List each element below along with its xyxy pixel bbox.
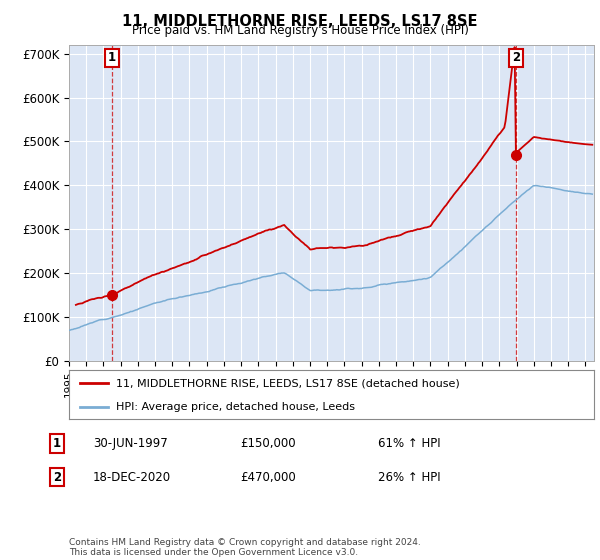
Text: 11, MIDDLETHORNE RISE, LEEDS, LS17 8SE: 11, MIDDLETHORNE RISE, LEEDS, LS17 8SE — [122, 14, 478, 29]
Text: 2: 2 — [53, 470, 61, 484]
Text: 18-DEC-2020: 18-DEC-2020 — [93, 470, 171, 484]
Text: £470,000: £470,000 — [240, 470, 296, 484]
Text: 1: 1 — [53, 437, 61, 450]
Text: Price paid vs. HM Land Registry's House Price Index (HPI): Price paid vs. HM Land Registry's House … — [131, 24, 469, 37]
Text: 2: 2 — [512, 52, 520, 64]
Text: HPI: Average price, detached house, Leeds: HPI: Average price, detached house, Leed… — [116, 402, 355, 412]
Text: 61% ↑ HPI: 61% ↑ HPI — [378, 437, 440, 450]
Text: 11, MIDDLETHORNE RISE, LEEDS, LS17 8SE (detached house): 11, MIDDLETHORNE RISE, LEEDS, LS17 8SE (… — [116, 379, 460, 389]
Text: £150,000: £150,000 — [240, 437, 296, 450]
Text: 30-JUN-1997: 30-JUN-1997 — [93, 437, 168, 450]
Text: Contains HM Land Registry data © Crown copyright and database right 2024.
This d: Contains HM Land Registry data © Crown c… — [69, 538, 421, 557]
Text: 26% ↑ HPI: 26% ↑ HPI — [378, 470, 440, 484]
Text: 1: 1 — [108, 52, 116, 64]
